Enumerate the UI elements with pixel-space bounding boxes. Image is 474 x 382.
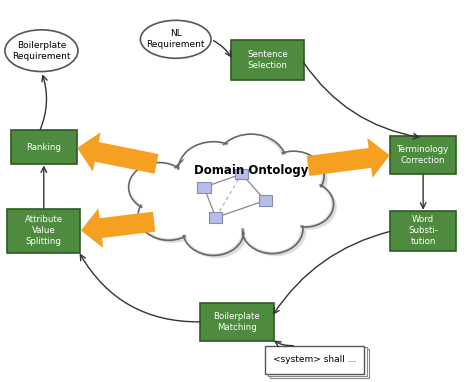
Ellipse shape [140, 20, 211, 58]
FancyBboxPatch shape [265, 346, 364, 374]
FancyBboxPatch shape [197, 182, 210, 193]
Circle shape [182, 144, 252, 201]
Circle shape [213, 154, 308, 231]
Text: Boilerplate
Requirement: Boilerplate Requirement [12, 40, 71, 61]
FancyBboxPatch shape [270, 349, 369, 378]
Text: Ranking: Ranking [27, 143, 61, 152]
Circle shape [219, 137, 290, 194]
Circle shape [245, 207, 306, 256]
Circle shape [140, 193, 197, 238]
FancyBboxPatch shape [268, 348, 366, 376]
Circle shape [131, 165, 187, 210]
Circle shape [170, 152, 273, 235]
Circle shape [181, 144, 246, 196]
Text: Domain Ontology: Domain Ontology [194, 163, 308, 176]
Circle shape [132, 165, 193, 215]
Circle shape [244, 206, 301, 252]
Text: Word
Substi-
tution: Word Substi- tution [408, 215, 438, 246]
Circle shape [141, 194, 202, 243]
Text: Boilerplate
Matching: Boilerplate Matching [214, 312, 260, 332]
FancyBboxPatch shape [259, 195, 272, 206]
FancyBboxPatch shape [209, 212, 222, 223]
FancyBboxPatch shape [390, 136, 456, 174]
Text: <system> shall ...: <system> shall ... [273, 355, 356, 364]
FancyBboxPatch shape [231, 40, 304, 80]
FancyBboxPatch shape [390, 211, 456, 251]
Circle shape [280, 184, 337, 230]
Circle shape [266, 154, 328, 203]
FancyBboxPatch shape [7, 209, 80, 253]
Text: NL
Requirement: NL Requirement [146, 29, 205, 49]
Circle shape [219, 136, 283, 189]
Circle shape [186, 209, 247, 258]
Text: Terminology
Correction: Terminology Correction [397, 145, 449, 165]
FancyBboxPatch shape [201, 303, 273, 341]
Ellipse shape [5, 30, 78, 71]
Circle shape [185, 208, 242, 254]
FancyBboxPatch shape [11, 130, 77, 165]
Circle shape [171, 153, 266, 229]
Circle shape [279, 183, 331, 225]
Circle shape [265, 153, 322, 199]
Text: Attribute
Value
Splitting: Attribute Value Splitting [25, 215, 63, 246]
FancyBboxPatch shape [235, 168, 248, 179]
Text: Sentence
Selection: Sentence Selection [247, 50, 288, 70]
Circle shape [212, 154, 316, 237]
